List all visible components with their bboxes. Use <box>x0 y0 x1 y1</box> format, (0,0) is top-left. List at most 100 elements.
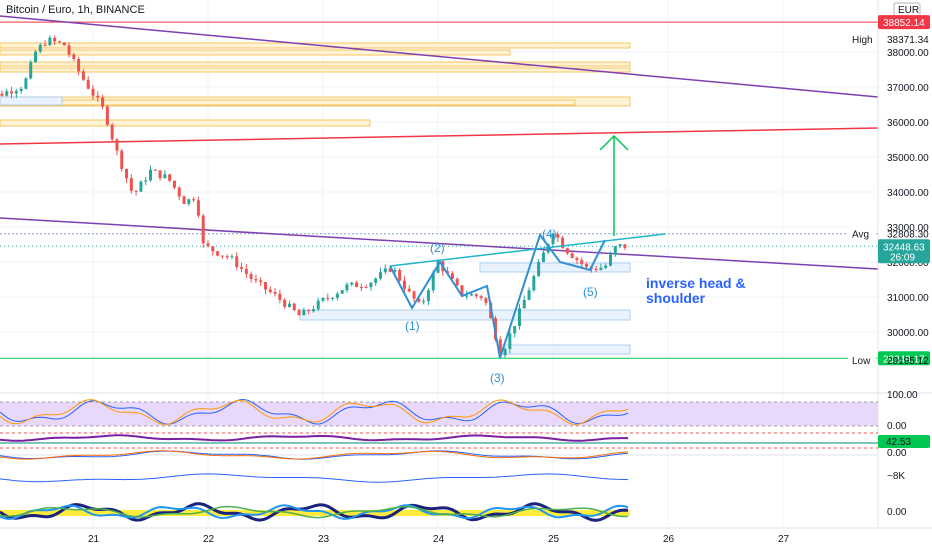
candle-body <box>125 168 129 179</box>
indicator-value-bg <box>878 435 930 448</box>
indicator-tick-label: ~8K <box>887 471 905 482</box>
x-tick-label: 26 <box>663 534 675 545</box>
candle-body <box>48 37 52 46</box>
candle-body <box>187 199 191 204</box>
x-tick-label: 24 <box>433 534 445 545</box>
candle-body <box>561 237 565 249</box>
candle-body <box>340 290 344 294</box>
ribbon-yellow <box>0 510 630 516</box>
candle-body <box>379 272 382 279</box>
candle-body <box>235 256 239 268</box>
candle-body <box>264 282 267 290</box>
candle-body <box>580 260 584 265</box>
candle-body <box>388 268 392 272</box>
y-tick-label: 36000.00 <box>887 118 929 129</box>
x-tick-label: 27 <box>778 534 790 545</box>
x-tick-label: 25 <box>548 534 560 545</box>
candle-body <box>599 267 603 271</box>
candle-body <box>369 282 373 288</box>
price-label-avg: 32808.30 <box>887 230 929 241</box>
ribbon-blue <box>0 504 629 520</box>
candle-body <box>120 150 124 169</box>
y-tick-label: 33000.00 <box>887 223 929 234</box>
candle-body <box>14 91 18 94</box>
candle-body <box>355 282 359 288</box>
candle-body <box>326 297 330 299</box>
candle-body <box>220 255 224 257</box>
price-axis[interactable] <box>878 0 932 550</box>
candle-body <box>474 294 478 297</box>
candle-body <box>426 290 430 302</box>
candle-body <box>19 88 23 92</box>
candle-body <box>72 54 76 59</box>
candle-body <box>565 248 569 254</box>
price-label-avg-tag: Avg <box>852 230 869 241</box>
macd-signal-line <box>0 450 629 460</box>
price-label-low: 29195.12 <box>887 356 929 367</box>
candle-body <box>402 280 406 289</box>
candle-body <box>345 284 349 291</box>
neckline <box>389 233 666 267</box>
candle-body <box>168 174 172 181</box>
candle-body <box>335 293 339 298</box>
candle-body <box>249 273 253 280</box>
candle-body <box>292 303 296 311</box>
chart-title: Bitcoin / Euro, 1h, BINANCE <box>6 4 145 16</box>
candle-body <box>216 251 220 256</box>
candle-body <box>479 296 483 299</box>
candle-body <box>10 91 14 94</box>
candle-body <box>163 174 167 179</box>
supply-zone <box>0 49 511 56</box>
price-label-support-bg <box>878 351 930 366</box>
candle-body <box>508 333 512 349</box>
pattern-annotation: inverse head & <box>646 275 746 291</box>
candle-body <box>412 291 416 299</box>
candle-body <box>268 289 272 292</box>
candle-body <box>38 44 42 52</box>
candle-body <box>134 190 138 192</box>
supply-zone <box>0 61 631 67</box>
candle-body <box>101 97 105 107</box>
candle-body <box>129 178 133 191</box>
candle-body <box>570 253 574 258</box>
x-tick-label: 22 <box>203 534 215 545</box>
candle-body <box>77 58 81 72</box>
candle-body <box>211 246 215 252</box>
supply-zone <box>0 119 371 127</box>
candle-body <box>398 269 402 281</box>
candle-body <box>196 200 200 216</box>
candle-body <box>307 310 311 312</box>
candle-body <box>575 257 579 261</box>
candle-body <box>374 278 378 283</box>
price-label-current-countdown: 26:09 <box>890 252 915 263</box>
candle-body <box>422 301 426 303</box>
candle-body <box>302 310 306 316</box>
candle-body <box>460 285 464 296</box>
demand-zone <box>0 96 63 106</box>
candle-body <box>364 287 368 289</box>
indicator-tick-label: 0.00 <box>887 421 907 432</box>
candle-body <box>431 272 435 291</box>
candle-body <box>57 41 61 43</box>
candle-body <box>278 293 282 300</box>
candle-body <box>81 71 85 80</box>
candle-body <box>359 287 363 289</box>
candle-body <box>623 244 627 248</box>
candle-body <box>321 297 325 301</box>
candle-body <box>350 282 354 285</box>
y-tick-label: 34000.00 <box>887 188 929 199</box>
price-label-high-tag: High <box>852 35 873 46</box>
candle-body <box>532 276 536 291</box>
candle-body <box>522 299 526 309</box>
candle-body <box>513 326 517 334</box>
candle-body <box>594 268 598 271</box>
price-label-low-tag: Low <box>852 356 871 367</box>
candle-body <box>149 169 152 181</box>
price-label-support: 29249.17 <box>883 354 925 365</box>
candle-body <box>105 106 109 125</box>
candle-body <box>618 244 622 247</box>
rsi-line <box>0 434 628 442</box>
red-trendline <box>0 127 879 145</box>
candle-body <box>273 291 277 294</box>
